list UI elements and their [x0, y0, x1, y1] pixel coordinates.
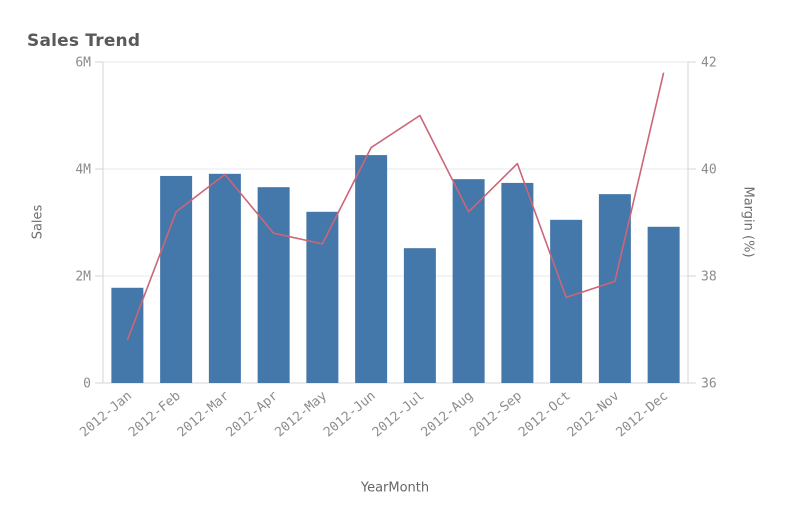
x-axis-tick-label: 2012-Aug — [419, 389, 477, 441]
left-axis-title: Sales — [30, 204, 46, 240]
bar-2012-Dec[interactable] — [647, 226, 680, 383]
x-axis-tick-label: 2012-Nov — [565, 388, 623, 440]
bar-2012-Mar[interactable] — [208, 173, 241, 383]
bar-2012-Aug[interactable] — [452, 179, 485, 383]
right-axis-title: Margin (%) — [740, 186, 756, 258]
margin-line[interactable] — [126, 72, 665, 341]
x-axis-tick-label: 2012-Feb — [126, 388, 184, 440]
x-axis-tick-label: 2012-May — [272, 388, 330, 440]
bar-2012-Sep[interactable] — [501, 182, 534, 383]
x-axis-tick-label: 2012-Mar — [175, 388, 233, 440]
x-axis-tick-label: 2012-Sep — [467, 388, 525, 440]
left-axis-tick-label: 4M — [75, 163, 91, 178]
chart-title: Sales Trend — [27, 31, 141, 51]
x-axis-tick-label: 2012-Jul — [370, 389, 428, 441]
right-axis-tick-label: 40 — [701, 163, 717, 178]
bar-2012-Jul[interactable] — [403, 248, 436, 383]
right-axis-tick-label: 36 — [701, 377, 717, 392]
left-axis-tick-label: 6M — [75, 56, 91, 71]
bar-2012-May[interactable] — [306, 211, 339, 383]
right-axis-tick-label: 38 — [701, 270, 717, 285]
x-axis-tick-label: 2012-Jan — [77, 389, 135, 441]
x-axis-tick-label: 2012-Jun — [321, 389, 379, 441]
left-axis-tick-label: 2M — [75, 270, 91, 285]
x-axis-tick-label: 2012-Dec — [614, 389, 672, 441]
bar-2012-Nov[interactable] — [598, 194, 631, 383]
bar-2012-Feb[interactable] — [160, 175, 193, 383]
left-axis-tick-label: 0 — [83, 377, 91, 392]
bar-2012-Apr[interactable] — [257, 187, 290, 383]
bar-2012-Jan[interactable] — [111, 287, 144, 383]
bar-2012-Jun[interactable] — [355, 155, 388, 383]
x-axis-tick-label: 2012-Oct — [516, 389, 574, 441]
x-axis-title: YearMonth — [360, 480, 430, 496]
x-axis-tick-label: 2012-Apr — [224, 388, 282, 440]
right-axis-tick-label: 42 — [701, 56, 717, 71]
bar-2012-Oct[interactable] — [550, 219, 583, 383]
